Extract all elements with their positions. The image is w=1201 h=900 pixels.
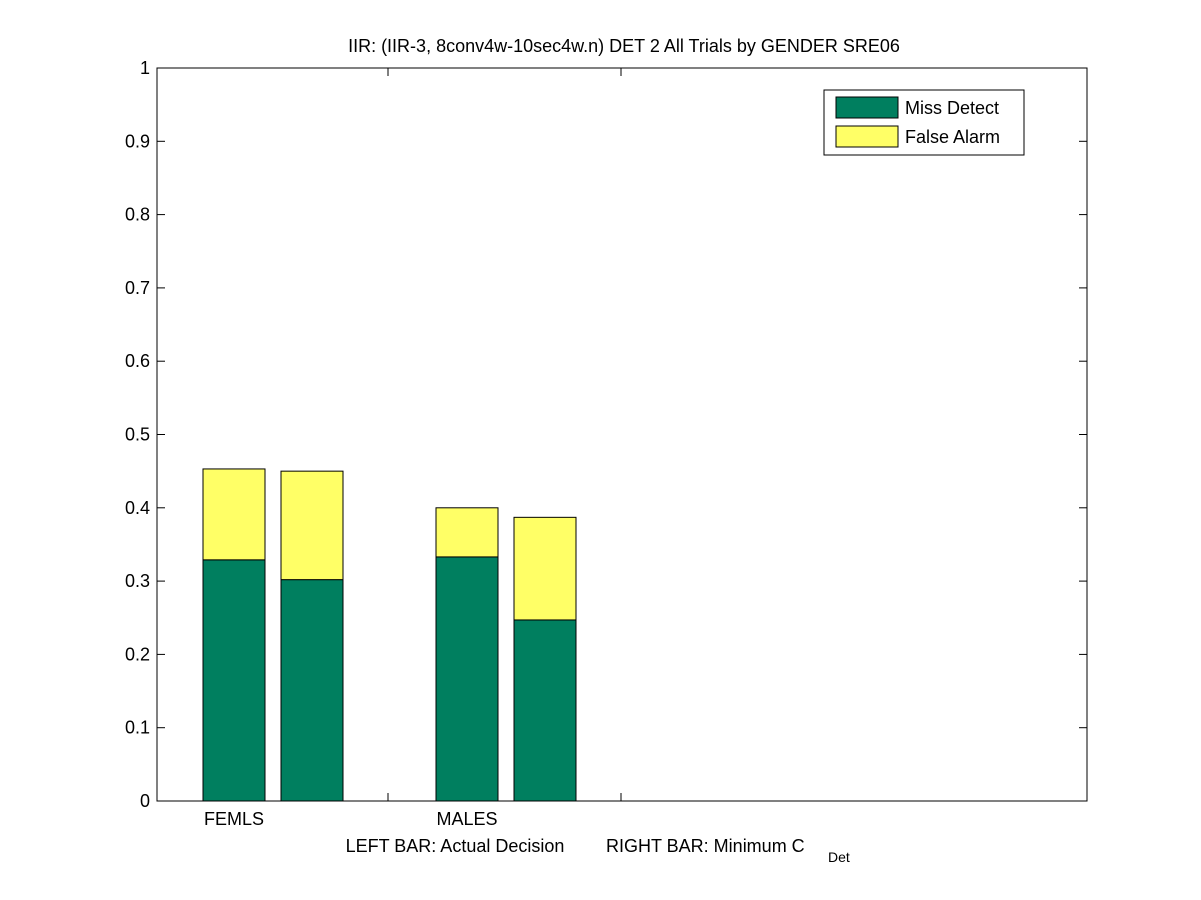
y-tick-label: 0.9 [125, 131, 150, 151]
legend-swatch-miss-detect [835, 96, 899, 119]
x-axis-label-right: RIGHT BAR: Minimum C [606, 836, 805, 856]
y-tick-label: 0.6 [125, 351, 150, 371]
legend-label-miss-detect: Miss Detect [905, 98, 999, 118]
y-tick-label: 0.3 [125, 571, 150, 591]
miss-detect-bar-femls-minimum [280, 579, 344, 802]
category-label: MALES [436, 809, 497, 829]
x-axis-label-right-subscript: Det [828, 849, 850, 865]
y-tick-label: 0.8 [125, 205, 150, 225]
y-tick-label: 0.1 [125, 718, 150, 738]
legend-label-false-alarm: False Alarm [905, 127, 1000, 147]
legend: Miss Detect False Alarm [823, 89, 1025, 156]
y-tick-label: 0.4 [125, 498, 150, 518]
category-label: FEMLS [204, 809, 264, 829]
miss-detect-bar-femls-actual [202, 559, 266, 802]
y-tick-label: 1 [140, 58, 150, 78]
x-axis: FEMLS MALES [204, 68, 622, 829]
false-alarm-bar-femls-actual [202, 468, 266, 561]
bars-group [202, 468, 577, 802]
miss-detect-bar-males-minimum [513, 619, 577, 802]
miss-detect-bar-males-actual [435, 556, 499, 802]
x-axis-label-left: LEFT BAR: Actual Decision [346, 836, 565, 856]
y-tick-label: 0.5 [125, 425, 150, 445]
y-tick-label: 0 [140, 791, 150, 811]
x-axis-label: LEFT BAR: Actual Decision RIGHT BAR: Min… [346, 836, 850, 865]
chart-title: IIR: (IIR-3, 8conv4w-10sec4w.n) DET 2 Al… [348, 36, 900, 56]
false-alarm-bar-femls-minimum [280, 470, 344, 581]
y-tick-label: 0.7 [125, 278, 150, 298]
y-axis: 0 0.1 0.2 0.3 0.4 0.5 0.6 0.7 0.8 0.9 1 [125, 58, 1087, 811]
false-alarm-bar-males-actual [435, 507, 499, 558]
false-alarm-bar-males-minimum [513, 516, 577, 621]
plot-area-frame [156, 67, 1088, 802]
y-tick-label: 0.2 [125, 644, 150, 664]
legend-swatch-false-alarm [835, 125, 899, 148]
